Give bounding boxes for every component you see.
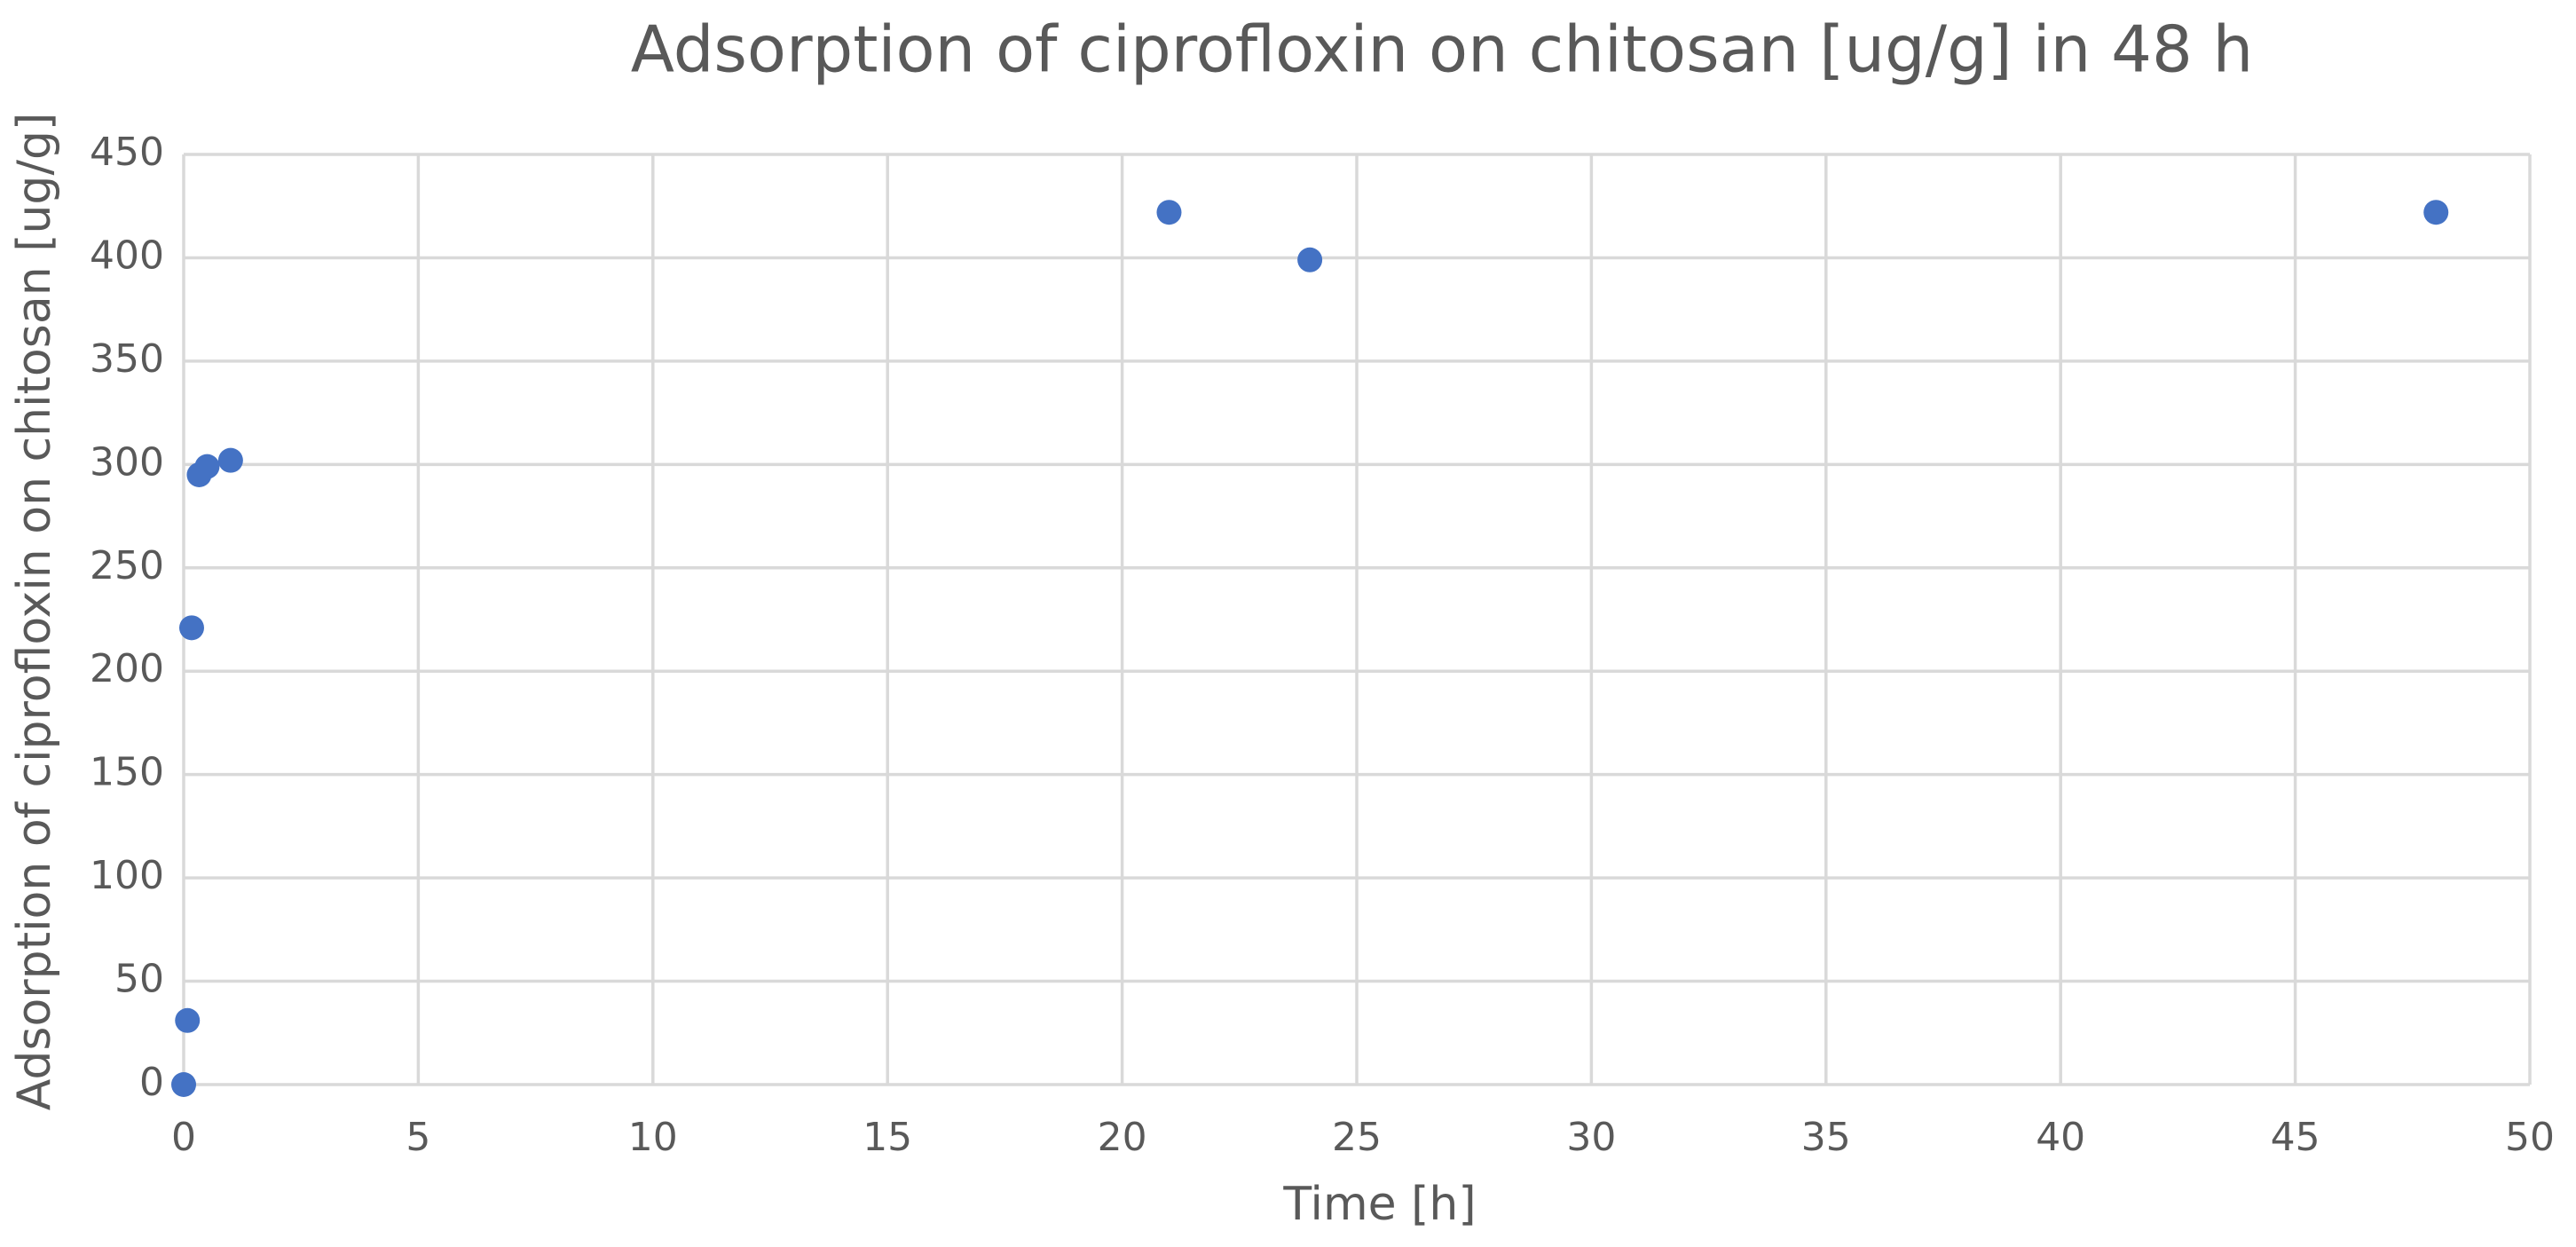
chart-title: Adsorption of ciprofloxin on chitosan [u… xyxy=(631,12,2254,87)
data-point xyxy=(194,454,220,479)
data-point xyxy=(1297,247,1323,272)
x-tick-label: 50 xyxy=(2505,1115,2555,1160)
x-axis-title: Time [h] xyxy=(1282,1178,1476,1231)
y-tick-label: 400 xyxy=(90,233,164,278)
data-point xyxy=(175,1007,201,1033)
y-axis-title: Adsorption of ciprofloxin on chitosan [u… xyxy=(8,113,61,1111)
y-tick-label: 450 xyxy=(90,130,164,175)
data-point xyxy=(171,1072,196,1097)
x-tick-label: 5 xyxy=(406,1115,430,1160)
x-tick-label: 0 xyxy=(171,1115,196,1160)
y-tick-label: 50 xyxy=(114,957,164,1002)
y-tick-label: 0 xyxy=(139,1060,164,1105)
data-point xyxy=(2423,200,2449,225)
data-point xyxy=(1156,200,1182,225)
y-tick-label: 250 xyxy=(90,543,164,588)
y-tick-label: 350 xyxy=(90,336,164,382)
y-tick-label: 300 xyxy=(90,439,164,485)
x-tick-label: 30 xyxy=(1566,1115,1616,1160)
x-tick-label: 45 xyxy=(2271,1115,2320,1160)
x-tick-label: 40 xyxy=(2036,1115,2085,1160)
y-tick-label: 200 xyxy=(90,646,164,691)
x-tick-label: 25 xyxy=(1332,1115,1382,1160)
x-tick-label: 35 xyxy=(1801,1115,1851,1160)
x-tick-label: 20 xyxy=(1098,1115,1147,1160)
data-point xyxy=(217,447,243,473)
y-tick-label: 150 xyxy=(90,750,164,795)
x-tick-label: 15 xyxy=(863,1115,912,1160)
x-tick-label: 10 xyxy=(628,1115,678,1160)
y-tick-label: 100 xyxy=(90,853,164,898)
data-point xyxy=(178,615,204,641)
